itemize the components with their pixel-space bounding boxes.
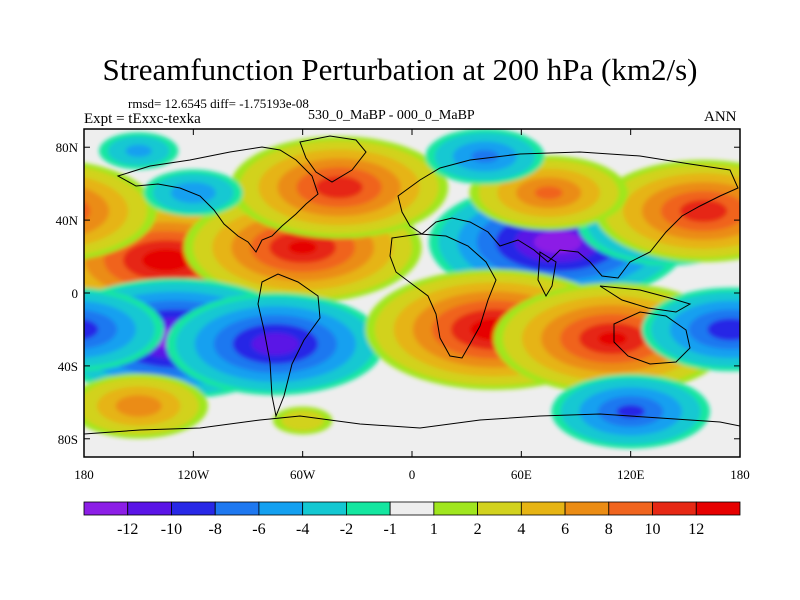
colorbar-box bbox=[389, 501, 435, 516]
y-tick-label: 0 bbox=[72, 286, 79, 301]
y-tick-label: 40S bbox=[58, 359, 78, 374]
x-tick-label: 0 bbox=[409, 467, 416, 482]
contour-ring bbox=[115, 395, 162, 417]
x-tick-label: 120E bbox=[617, 467, 645, 482]
field-cell-8 bbox=[230, 136, 449, 239]
field-cell-3 bbox=[166, 292, 385, 396]
experiment-label: Expt = tExxc-texka bbox=[84, 111, 201, 127]
colorbar-label: -4 bbox=[296, 521, 309, 538]
contour-ring bbox=[707, 318, 740, 341]
colorbar-label: -6 bbox=[252, 521, 265, 538]
chart-title: Streamfunction Perturbation at 200 hPa (… bbox=[102, 52, 698, 87]
contour-ring bbox=[84, 319, 99, 340]
x-tick-label: 180 bbox=[74, 467, 94, 482]
contour-ring bbox=[84, 187, 110, 235]
field-cell-12 bbox=[143, 169, 243, 217]
colorbar-label: -10 bbox=[161, 521, 182, 538]
colorbar-box bbox=[171, 501, 216, 516]
contour-ring bbox=[125, 144, 152, 158]
period-label: 530_0_MaBP - 000_0_MaBP bbox=[308, 108, 475, 123]
colorbar-label: 10 bbox=[645, 521, 661, 538]
contour-ring bbox=[534, 186, 563, 200]
field-cell-14 bbox=[641, 287, 740, 372]
coastline-australia bbox=[613, 311, 691, 365]
coastline-europe-asia bbox=[397, 151, 739, 279]
y-tick-label: 80N bbox=[56, 140, 79, 155]
x-tick-label: 60W bbox=[290, 467, 316, 482]
colorbar-label: 12 bbox=[688, 521, 704, 538]
field-cell-13 bbox=[425, 129, 545, 185]
colorbar: -12 -10 -8 -6 -4 -2 -1 1 2 4 6 8 10 12 bbox=[83, 501, 741, 538]
field-cell-15 bbox=[551, 374, 710, 449]
colorbar-box bbox=[608, 501, 653, 516]
colorbar-label: 6 bbox=[561, 521, 569, 538]
coastlines bbox=[84, 135, 740, 435]
rmsd-diff-text: rmsd= 12.6545 diff= -1.75193e-08 bbox=[128, 96, 309, 111]
field-cell-wrap-14 bbox=[84, 287, 165, 372]
field-blobs bbox=[84, 129, 740, 449]
coastline-india bbox=[537, 251, 557, 298]
field-cell-16 bbox=[84, 373, 209, 439]
contour-ring bbox=[84, 310, 118, 349]
colorbar-label: 1 bbox=[430, 521, 438, 538]
colorbar-box bbox=[302, 501, 347, 516]
contour-ring bbox=[679, 199, 728, 223]
contour-field bbox=[84, 129, 740, 457]
y-tick-label: 80S bbox=[58, 432, 78, 447]
colorbar-box bbox=[564, 501, 610, 516]
season-label: ANN bbox=[704, 109, 737, 125]
colorbar-label: 4 bbox=[517, 521, 525, 538]
coastline-antarctica bbox=[84, 413, 740, 435]
coastline-south-america bbox=[257, 273, 321, 418]
contour-ring bbox=[84, 301, 136, 358]
colorbar-label: -1 bbox=[383, 521, 396, 538]
field-cell-wrap-9 bbox=[84, 162, 157, 260]
contour-ring bbox=[288, 240, 317, 255]
contour-ring bbox=[598, 331, 627, 346]
field-cell-11 bbox=[99, 132, 179, 170]
contour-ring bbox=[281, 410, 324, 431]
contour-ring bbox=[616, 404, 645, 419]
x-tick-label: 60E bbox=[511, 467, 532, 482]
colorbar-label: -12 bbox=[117, 521, 138, 538]
axes: 180 120W 60W 0 60E 120E 180 80N 40N 0 40S 80S bbox=[56, 129, 750, 482]
coastline-africa bbox=[389, 233, 497, 359]
colorbar-label: -8 bbox=[209, 521, 222, 538]
y-tick-label: 40N bbox=[56, 213, 79, 228]
contour-ring bbox=[471, 149, 499, 163]
colorbar-label: 8 bbox=[605, 521, 613, 538]
colorbar-box bbox=[652, 501, 697, 516]
contour-ring bbox=[533, 230, 582, 254]
colorbar-box bbox=[477, 501, 522, 516]
x-tick-label: 120W bbox=[177, 467, 210, 482]
colorbar-box bbox=[695, 501, 741, 516]
x-tick-label: 180 bbox=[730, 467, 750, 482]
colorbar-box bbox=[83, 501, 129, 516]
contour-ring bbox=[315, 176, 363, 199]
colorbar-label: 2 bbox=[474, 521, 482, 538]
colorbar-box bbox=[127, 501, 172, 516]
colorbar-label: -2 bbox=[340, 521, 353, 538]
colorbar-box bbox=[214, 501, 260, 516]
colorbar-box bbox=[520, 501, 566, 516]
field-cell-9 bbox=[594, 159, 740, 263]
coastline-maritime bbox=[599, 285, 692, 313]
contour-ring bbox=[142, 249, 190, 272]
coastline-greenland bbox=[299, 135, 367, 183]
colorbar-box bbox=[258, 501, 304, 516]
colorbar-box bbox=[433, 501, 479, 516]
colorbar-box bbox=[345, 501, 391, 516]
field-cell-17 bbox=[272, 406, 333, 435]
contour-ring bbox=[170, 182, 216, 204]
coastline-north-america bbox=[116, 146, 319, 253]
contour-ring bbox=[251, 332, 300, 356]
contour-ring bbox=[84, 200, 91, 222]
